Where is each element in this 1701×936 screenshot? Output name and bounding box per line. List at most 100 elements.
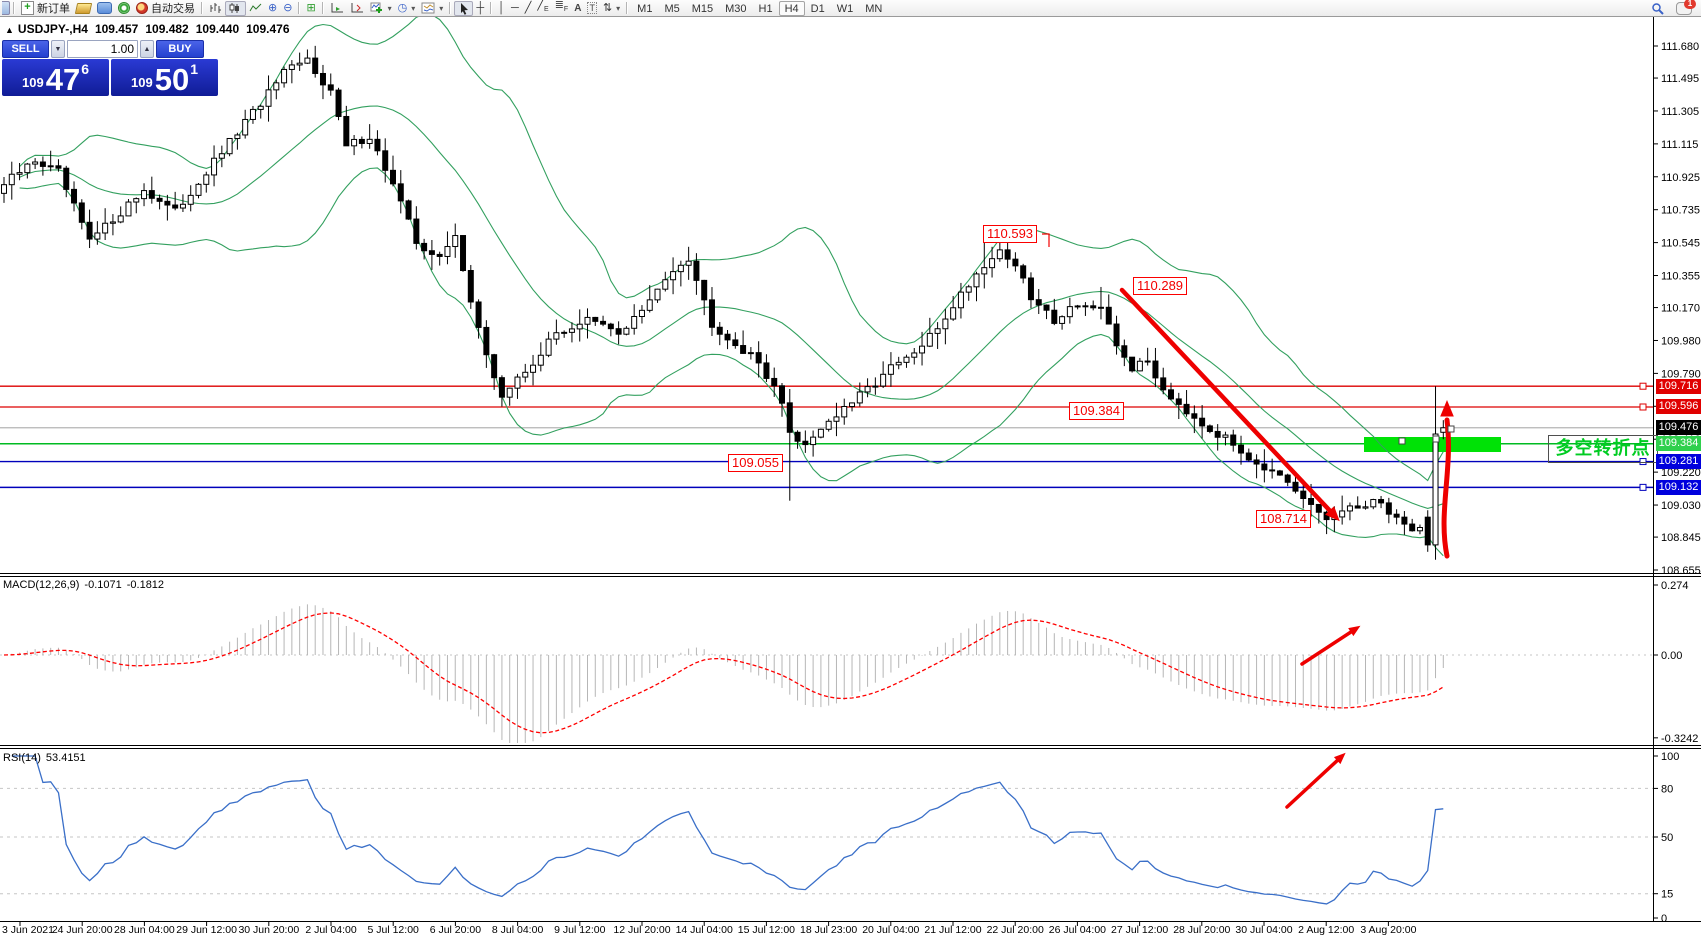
price-annotation[interactable]: 108.714 xyxy=(1256,510,1311,528)
macd-name: MACD(12,26,9) xyxy=(3,579,80,591)
sell-price-pip: 6 xyxy=(81,61,89,77)
timeframe-mn[interactable]: MN xyxy=(865,2,883,15)
svg-text:0: 0 xyxy=(1661,913,1667,925)
search-button[interactable] xyxy=(1648,1,1667,16)
timeframe-h4[interactable]: H4 xyxy=(778,0,805,16)
svg-text:80: 80 xyxy=(1661,783,1673,795)
svg-text:28 Jul 20:00: 28 Jul 20:00 xyxy=(1173,924,1230,936)
svg-text:109.980: 109.980 xyxy=(1661,335,1701,347)
price-annotation[interactable]: 110.593 xyxy=(983,225,1038,243)
vertical-line-button[interactable]: │ xyxy=(495,1,508,16)
svg-text:108.655: 108.655 xyxy=(1661,565,1701,577)
price-annotation[interactable]: 110.289 xyxy=(1133,277,1188,295)
timeframe-w1[interactable]: W1 xyxy=(836,2,854,15)
deposit-gold-button[interactable] xyxy=(73,1,94,16)
sell-price-display[interactable]: 109 47 6 xyxy=(2,59,109,96)
price-line-badge: 109.716 xyxy=(1656,378,1701,394)
buy-price-pip: 1 xyxy=(190,61,198,77)
svg-text:109.030: 109.030 xyxy=(1661,500,1701,512)
cursor-icon xyxy=(461,2,469,15)
horizontal-line-button[interactable]: ─ xyxy=(508,1,522,16)
text-label-button[interactable]: T xyxy=(584,1,600,16)
volume-up-button[interactable]: ▲ xyxy=(140,40,154,58)
sell-price-big: 47 xyxy=(45,62,81,97)
svg-text:2 Jul 04:00: 2 Jul 04:00 xyxy=(305,924,357,936)
toolbar-separator xyxy=(13,2,15,14)
buy-price-display[interactable]: 109 50 1 xyxy=(111,59,218,96)
fibonacci-icon: ≣F xyxy=(554,0,569,14)
crosshair-icon: ┼ xyxy=(476,2,485,14)
timeframe-h1[interactable]: H1 xyxy=(758,2,773,15)
candlestick-chart-button[interactable] xyxy=(225,0,246,16)
price-line-badge: 109.132 xyxy=(1656,479,1701,495)
chat-button[interactable] xyxy=(94,1,115,16)
period-button[interactable]: ◷ ▾ xyxy=(395,1,419,16)
price-annotation[interactable]: 109.055 xyxy=(728,454,783,472)
timeframe-m30[interactable]: M30 xyxy=(725,2,747,15)
svg-text:110.170: 110.170 xyxy=(1661,303,1700,315)
line-chart-icon xyxy=(249,3,262,12)
svg-text:3 Aug 20:00: 3 Aug 20:00 xyxy=(1360,924,1416,936)
svg-text:5 Jul 12:00: 5 Jul 12:00 xyxy=(368,924,420,936)
buy-button[interactable]: BUY xyxy=(156,40,204,58)
chat-icon xyxy=(97,2,112,14)
new-order-button[interactable]: + 新订单 xyxy=(18,1,73,16)
macd-label: MACD(12,26,9) -0.1071 -0.1812 xyxy=(3,579,169,591)
axes-green-icon xyxy=(331,3,343,13)
line-chart-button[interactable] xyxy=(246,1,265,16)
symbol-marker-icon: ▲ xyxy=(5,25,14,35)
macd-signal-value: -0.1812 xyxy=(126,579,165,591)
svg-text:9 Jul 12:00: 9 Jul 12:00 xyxy=(554,924,606,936)
chevron-down-icon: ▾ xyxy=(439,3,444,13)
signals-button[interactable] xyxy=(115,1,133,16)
horizontal-line-icon: ─ xyxy=(510,2,519,14)
arrows-button[interactable]: ⇅ ▾ xyxy=(600,1,623,16)
text-label-icon: T xyxy=(587,2,597,14)
zoom-out-button[interactable]: ⊖ xyxy=(280,1,295,16)
cursor-button[interactable] xyxy=(454,0,474,16)
svg-text:109.220: 109.220 xyxy=(1661,467,1701,479)
strategy-tester-button[interactable] xyxy=(347,1,367,16)
zoom-in-button[interactable]: ⊕ xyxy=(265,1,280,16)
svg-text:0.274: 0.274 xyxy=(1661,580,1689,592)
axes-red-icon xyxy=(351,3,363,13)
svg-text:110.355: 110.355 xyxy=(1661,271,1700,283)
notifications-button[interactable]: 1 xyxy=(1673,0,1696,16)
autotrade-label: 自动交易 xyxy=(151,3,195,15)
tile-windows-button[interactable]: ⊞ xyxy=(303,1,318,16)
timeframe-m1[interactable]: M1 xyxy=(637,2,653,15)
fibonacci-button[interactable]: ≣F xyxy=(552,0,572,16)
timeframe-d1[interactable]: D1 xyxy=(810,2,825,15)
price-line-badge: 109.281 xyxy=(1656,454,1701,470)
channel-button[interactable]: ╱E xyxy=(534,0,551,16)
volume-down-button[interactable]: ▼ xyxy=(51,40,65,58)
timeframe-m15[interactable]: M15 xyxy=(691,2,714,15)
arrows-icon: ⇅ xyxy=(602,2,613,14)
trendline-button[interactable]: ╱ xyxy=(522,1,535,16)
turning-point-note[interactable]: 多空转折点 xyxy=(1548,435,1658,463)
timeframe-m5[interactable]: M5 xyxy=(664,2,680,15)
svg-text:110.545: 110.545 xyxy=(1661,238,1700,250)
sell-button[interactable]: SELL xyxy=(2,40,49,58)
data-window-button[interactable] xyxy=(327,1,347,16)
crosshair-button[interactable]: ┼ xyxy=(473,1,487,16)
svg-text:12 Jul 20:00: 12 Jul 20:00 xyxy=(613,924,670,936)
template-button[interactable]: ▾ xyxy=(418,1,446,16)
toolbar: + 新订单 自动交易 ⊕ ⊖ ⊞ ▾ ◷ ▾ ▾ ┼ │ ─ ╱ ╱E ≣F A… xyxy=(0,0,1701,17)
svg-text:6 Jul 20:00: 6 Jul 20:00 xyxy=(430,924,482,936)
text-button[interactable]: A xyxy=(571,1,584,16)
bar-chart-button[interactable] xyxy=(206,1,225,16)
svg-text:14 Jul 04:00: 14 Jul 04:00 xyxy=(676,924,733,936)
volume-input[interactable] xyxy=(67,40,138,58)
autotrade-button[interactable]: 自动交易 xyxy=(133,1,198,16)
chevron-down-icon: ▾ xyxy=(387,3,392,13)
add-indicator-button[interactable]: ▾ xyxy=(367,1,395,16)
svg-text:111.495: 111.495 xyxy=(1661,73,1699,85)
message-bubble-icon: 1 xyxy=(1676,0,1696,15)
bar-chart-icon xyxy=(210,3,221,13)
chevron-down-icon: ▾ xyxy=(616,3,621,13)
sell-price-prefix: 109 xyxy=(22,75,44,90)
price-annotation[interactable]: 109.384 xyxy=(1069,402,1124,420)
